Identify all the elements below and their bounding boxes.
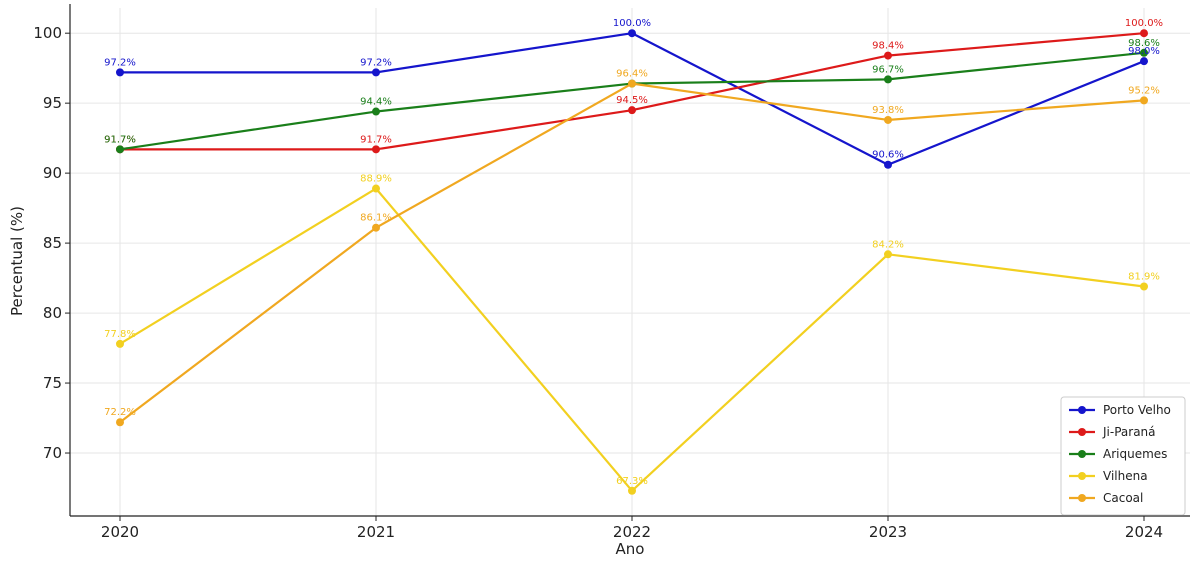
- data-label: 91.7%: [104, 134, 136, 145]
- data-label: 100.0%: [613, 18, 651, 29]
- x-tick-label: 2021: [357, 523, 395, 541]
- x-tick-label: 2020: [101, 523, 139, 541]
- x-tick-label: 2024: [1125, 523, 1163, 541]
- grid-lines: [70, 8, 1190, 516]
- data-point: [884, 250, 892, 259]
- y-tick-label: 75: [43, 374, 62, 392]
- data-label: 84.2%: [872, 239, 904, 250]
- data-point: [884, 75, 892, 84]
- data-label: 94.4%: [360, 97, 392, 108]
- data-label: 90.6%: [872, 150, 904, 161]
- data-label: 86.1%: [360, 213, 392, 224]
- y-tick-label: 85: [43, 234, 62, 252]
- data-point: [372, 68, 380, 77]
- y-axis-label: Percentual (%): [8, 206, 26, 316]
- data-point: [884, 51, 892, 60]
- legend-swatch-marker: [1078, 472, 1086, 480]
- data-point: [372, 145, 380, 154]
- data-label: 97.2%: [104, 57, 136, 68]
- data-point: [884, 115, 892, 124]
- data-label: 81.9%: [1128, 271, 1160, 282]
- legend: Porto Velho Ji-Paraná Ariquemes Vilhena Caco…: [1060, 396, 1186, 516]
- data-point: [628, 29, 636, 38]
- data-label: 93.8%: [872, 105, 904, 116]
- x-axis-label: Ano: [616, 540, 645, 558]
- data-label: 98.6%: [1128, 38, 1160, 49]
- data-point: [116, 418, 124, 427]
- data-point: [1140, 96, 1148, 105]
- legend-box: [1060, 396, 1186, 516]
- data-label: 94.5%: [616, 95, 648, 106]
- data-point: [116, 339, 124, 348]
- data-point: [372, 107, 380, 116]
- data-point: [1140, 48, 1148, 57]
- data-label: 91.7%: [360, 134, 392, 145]
- data-label: 98.4%: [872, 41, 904, 52]
- data-point: [372, 223, 380, 232]
- data-label: 88.9%: [360, 174, 392, 185]
- x-tick-label: 2023: [869, 523, 907, 541]
- data-point: [1140, 282, 1148, 291]
- data-label: 67.3%: [616, 476, 648, 487]
- data-point: [1140, 29, 1148, 38]
- y-tick-label: 80: [43, 304, 62, 322]
- data-point: [628, 486, 636, 495]
- legend-swatch-marker: [1078, 494, 1086, 502]
- data-label: 95.2%: [1128, 85, 1160, 96]
- legend-label: Cacoal: [1103, 491, 1143, 505]
- data-label: 77.8%: [104, 329, 136, 340]
- data-label: 72.2%: [104, 407, 136, 418]
- legend-swatch-marker: [1078, 428, 1086, 436]
- data-point: [1140, 57, 1148, 66]
- series-group: [116, 29, 1148, 495]
- data-labels: 97.2% 97.2% 100.0% 90.6% 98.0% 91.7% 91.7% 94.5…: [104, 18, 1163, 487]
- legend-label: Ji-Paraná: [1102, 425, 1156, 439]
- data-label: 91.7%: [104, 134, 136, 145]
- data-label: 100.0%: [1125, 18, 1163, 29]
- legend-label: Vilhena: [1103, 469, 1148, 483]
- legend-swatch-marker: [1078, 406, 1086, 414]
- data-point: [116, 145, 124, 154]
- y-tick-label: 70: [43, 444, 62, 462]
- data-label: 96.4%: [616, 69, 648, 80]
- axes: 70 75 80 85 90 95 100 2020 2021 2022 2023 2024: [33, 4, 1190, 541]
- data-point: [372, 184, 380, 193]
- data-label: 98.0%: [1128, 46, 1160, 57]
- data-point: [116, 68, 124, 77]
- y-tick-label: 95: [43, 94, 62, 112]
- data-point: [628, 106, 636, 115]
- legend-label: Porto Velho: [1103, 403, 1171, 417]
- data-point: [884, 160, 892, 169]
- x-tick-label: 2022: [613, 523, 651, 541]
- legend-label: Ariquemes: [1103, 447, 1167, 461]
- data-label: 97.2%: [360, 57, 392, 68]
- legend-swatch-marker: [1078, 450, 1086, 458]
- data-label: 96.7%: [872, 64, 904, 75]
- y-tick-label: 90: [43, 164, 62, 182]
- y-tick-label: 100: [33, 24, 62, 42]
- data-point: [628, 79, 636, 88]
